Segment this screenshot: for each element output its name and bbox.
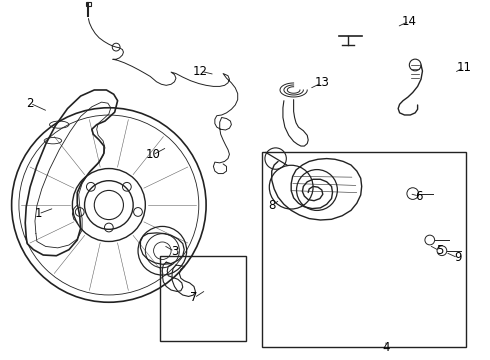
- Text: 8: 8: [268, 199, 275, 212]
- Text: 2: 2: [26, 97, 34, 110]
- Text: 14: 14: [402, 14, 417, 27]
- Text: 1: 1: [35, 207, 42, 220]
- Text: 6: 6: [416, 190, 423, 203]
- Text: 10: 10: [145, 148, 160, 162]
- Text: 12: 12: [193, 64, 208, 77]
- Text: 9: 9: [454, 251, 462, 264]
- Text: 13: 13: [315, 76, 329, 89]
- Text: 5: 5: [436, 244, 443, 257]
- Text: 4: 4: [382, 341, 390, 354]
- Text: 3: 3: [171, 245, 178, 258]
- Bar: [160, 256, 246, 342]
- Bar: [262, 152, 466, 347]
- Text: 11: 11: [456, 61, 471, 74]
- Bar: [86, 3, 91, 6]
- Text: 7: 7: [190, 291, 197, 305]
